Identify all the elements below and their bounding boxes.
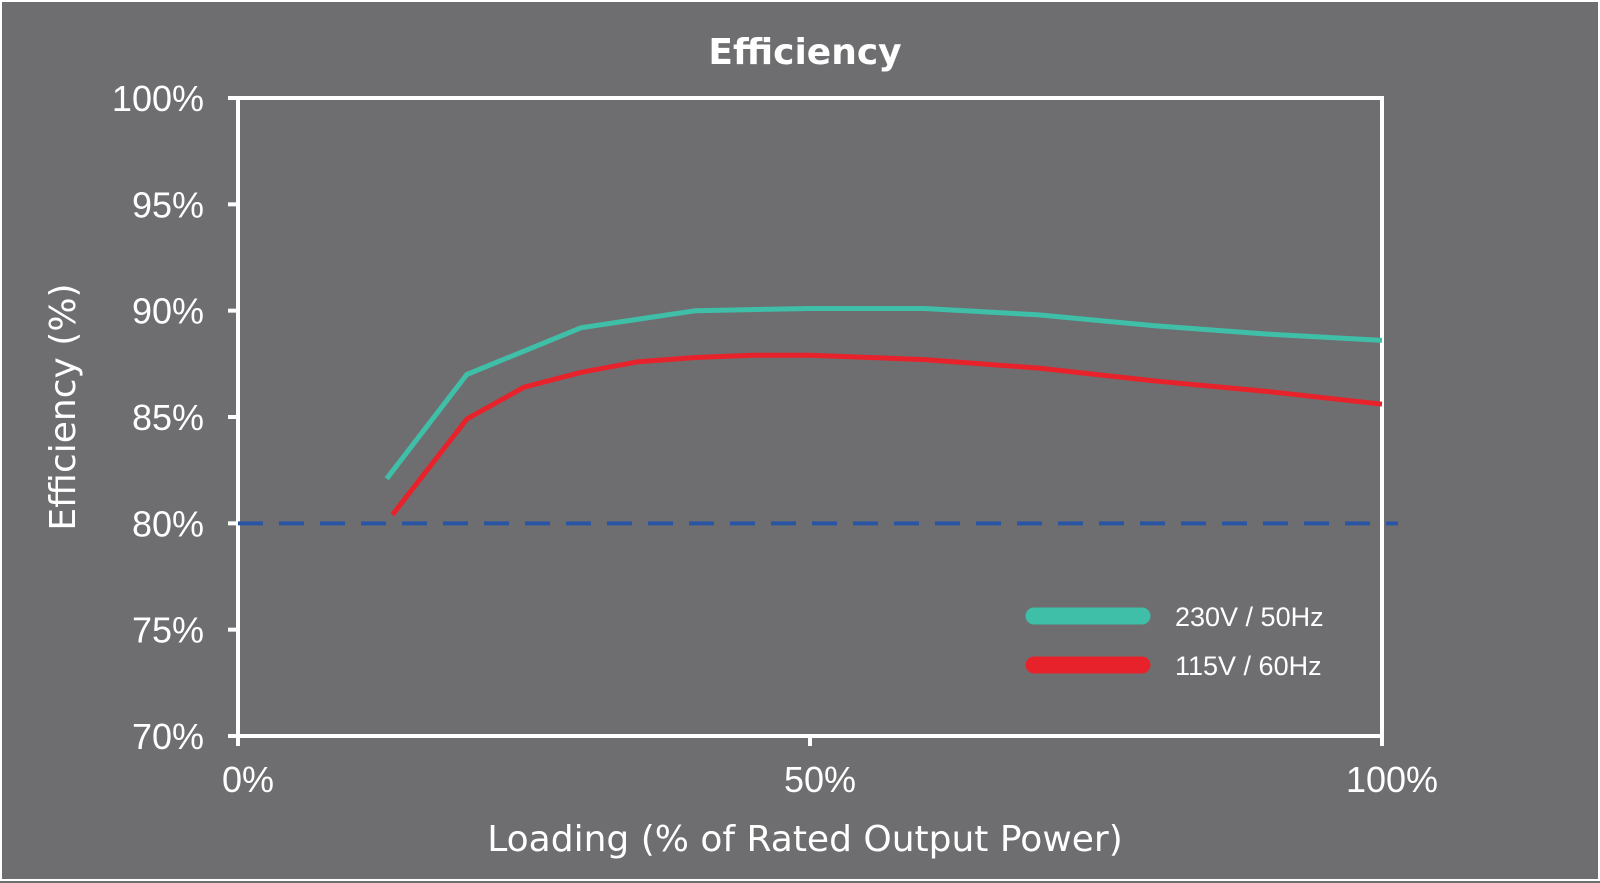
- x-tick-label: 50%: [784, 759, 856, 800]
- x-tick-label: 100%: [1346, 759, 1438, 800]
- y-tick-label: 90%: [132, 291, 204, 332]
- y-tick-label: 75%: [132, 610, 204, 651]
- series-line-1: [384, 306, 1383, 481]
- chart-title: Efficiency: [708, 32, 901, 73]
- plot-border: [236, 96, 1384, 738]
- y-tick-label: 70%: [132, 716, 204, 757]
- y-tick-label: 100%: [112, 78, 204, 119]
- legend-label-2: 115V / 60Hz: [1175, 651, 1322, 681]
- x-tick-label: 0%: [222, 759, 274, 800]
- x-axis-label: Loading (% of Rated Output Power): [487, 819, 1123, 860]
- y-tick-label: 95%: [132, 184, 204, 225]
- y-tick-label: 80%: [132, 503, 204, 544]
- y-tick-label: 85%: [132, 397, 204, 438]
- y-axis-label: Efficiency (%): [43, 283, 84, 530]
- legend-label-1: 230V / 50Hz: [1175, 602, 1324, 632]
- series-line-2: [390, 352, 1383, 517]
- plot-layer: 70% 75% 80% 85% 90% 95% 100% 0% 50% 100% 230V / 50…: [112, 78, 1438, 800]
